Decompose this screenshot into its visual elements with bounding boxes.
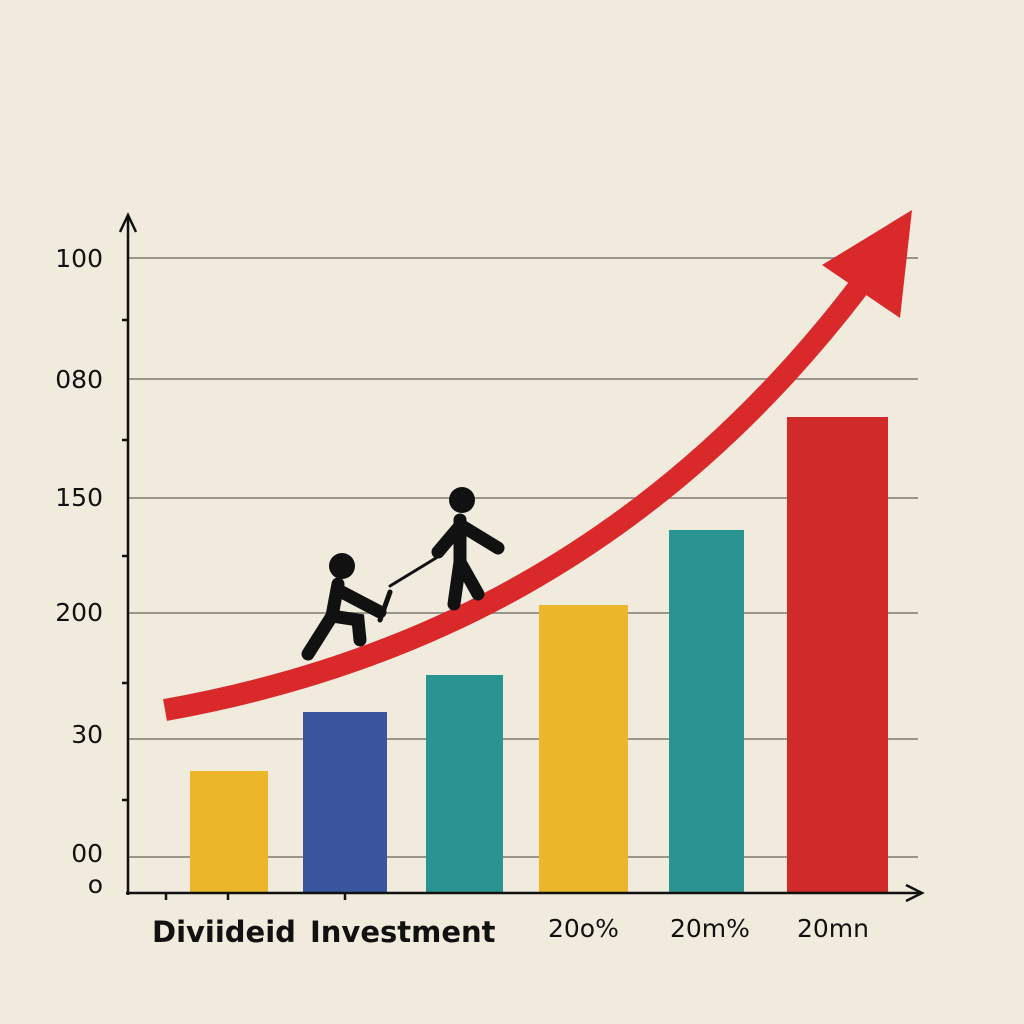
x-label: Diviideid (152, 915, 296, 949)
axes (118, 212, 925, 903)
x-axis-arrow (905, 883, 925, 903)
bar (426, 675, 503, 893)
growth-arrow (163, 210, 912, 721)
x-label: 20o% (548, 914, 619, 943)
y-axis-arrow (118, 212, 138, 233)
bar (190, 771, 268, 893)
x-label: 20m% (670, 914, 750, 943)
figure-head (449, 487, 475, 513)
y-tick-label: 00 (71, 839, 103, 868)
bar (669, 530, 744, 893)
y-labels: 100 080 150 200 30 00 o (55, 244, 103, 899)
bar (787, 417, 888, 893)
y-tick-label: o (88, 870, 103, 899)
rope (388, 556, 438, 588)
x-label: Investment (310, 915, 496, 949)
arrow-head (822, 210, 912, 318)
bar (303, 712, 387, 893)
grid (128, 257, 918, 858)
y-tick-label: 30 (71, 720, 103, 749)
bar (539, 605, 628, 893)
figure-body (431, 513, 505, 611)
y-tick-label: 200 (55, 598, 103, 627)
arrow-shaft (163, 281, 867, 721)
figure-tool (377, 589, 393, 623)
figure-head (329, 553, 355, 579)
x-labels: Diviideid Investment 20o% 20m% 20mn (152, 914, 869, 949)
figures (301, 487, 505, 661)
y-tick-label: 150 (55, 483, 103, 512)
bars (190, 417, 888, 893)
y-tick-label: 100 (55, 244, 103, 273)
y-tick-label: 080 (55, 365, 103, 394)
x-label: 20mn (797, 914, 869, 943)
figure-body (301, 577, 387, 661)
